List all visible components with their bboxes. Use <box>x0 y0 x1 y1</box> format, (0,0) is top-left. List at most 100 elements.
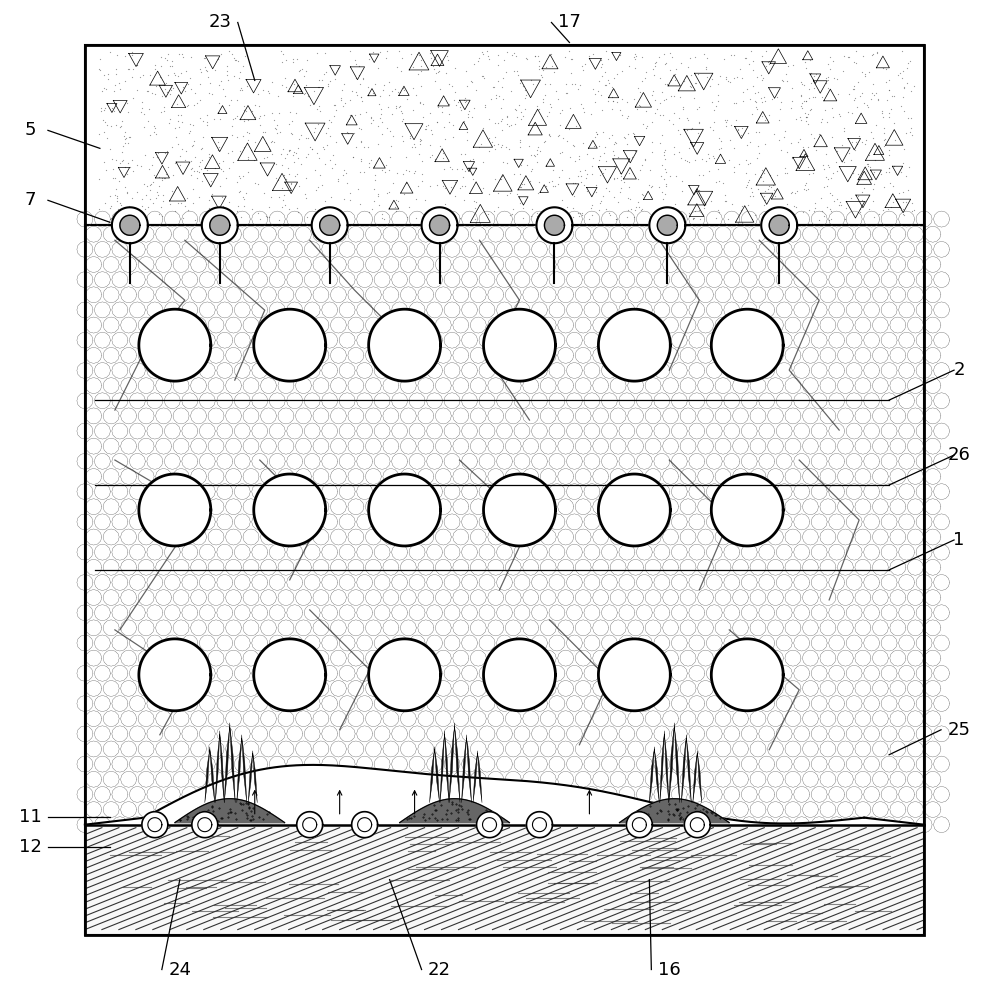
Polygon shape <box>462 735 472 803</box>
Point <box>102 200 118 216</box>
Point <box>404 46 420 62</box>
Point <box>106 103 122 119</box>
Point <box>230 203 246 219</box>
Point <box>819 178 835 194</box>
Point <box>219 67 235 83</box>
Point <box>784 184 800 200</box>
Point <box>800 106 816 122</box>
Point <box>127 201 143 217</box>
Point <box>298 149 314 165</box>
Point <box>555 130 571 146</box>
Point <box>788 183 804 199</box>
Point <box>109 47 125 63</box>
Point <box>277 197 293 213</box>
Point <box>764 205 780 221</box>
Point <box>258 135 274 151</box>
Polygon shape <box>598 309 670 381</box>
Point <box>371 118 387 134</box>
Point <box>121 129 137 145</box>
Point <box>558 85 574 101</box>
Text: 23: 23 <box>208 13 232 31</box>
Point <box>517 101 533 117</box>
Point <box>756 89 772 105</box>
Point <box>184 49 200 65</box>
Point <box>457 92 473 108</box>
Point <box>753 162 769 178</box>
Point <box>713 133 729 149</box>
Point <box>102 141 118 157</box>
Point <box>97 100 113 116</box>
Point <box>725 140 741 156</box>
Point <box>690 125 706 141</box>
Point <box>379 50 395 66</box>
Point <box>119 95 135 111</box>
Point <box>337 76 353 92</box>
Point <box>578 146 594 162</box>
Point <box>878 164 894 180</box>
Point <box>172 148 188 164</box>
Point <box>137 147 153 163</box>
Point <box>364 201 380 217</box>
Point <box>738 165 754 181</box>
Point <box>762 167 778 183</box>
Polygon shape <box>484 474 555 546</box>
Point <box>841 49 857 65</box>
Point <box>597 77 613 93</box>
Point <box>455 161 471 177</box>
Point <box>235 128 251 144</box>
Point <box>320 137 336 153</box>
Point <box>379 185 395 201</box>
Point <box>210 104 226 120</box>
Point <box>160 84 176 100</box>
Polygon shape <box>711 474 783 546</box>
Point <box>327 108 343 124</box>
Point <box>821 212 837 228</box>
Point <box>881 191 897 207</box>
Point <box>857 136 873 152</box>
Point <box>135 100 151 116</box>
Point <box>114 113 130 129</box>
Point <box>572 163 588 179</box>
Point <box>447 60 463 76</box>
Point <box>717 187 733 203</box>
Point <box>813 114 829 130</box>
Point <box>854 85 870 101</box>
Point <box>586 138 602 154</box>
Point <box>105 161 121 177</box>
Point <box>270 172 286 188</box>
Point <box>256 150 272 166</box>
Point <box>701 163 717 179</box>
Point <box>112 81 128 97</box>
Point <box>285 88 301 104</box>
Point <box>112 173 128 189</box>
Point <box>107 77 123 93</box>
Point <box>95 112 111 128</box>
Point <box>535 91 551 107</box>
Point <box>530 174 546 190</box>
Point <box>516 176 532 192</box>
Point <box>342 107 358 123</box>
Point <box>117 135 133 151</box>
Point <box>734 70 750 86</box>
Point <box>222 97 238 113</box>
Point <box>182 70 198 86</box>
Point <box>467 200 483 216</box>
Point <box>418 121 434 137</box>
Point <box>113 118 129 134</box>
Point <box>896 79 912 95</box>
Point <box>854 134 870 150</box>
Point <box>382 74 398 90</box>
Point <box>240 112 256 128</box>
Point <box>201 85 217 101</box>
Point <box>657 56 673 72</box>
Point <box>505 201 521 217</box>
Polygon shape <box>669 723 679 803</box>
Point <box>793 87 809 103</box>
Polygon shape <box>430 215 450 235</box>
Point <box>757 112 773 128</box>
Point <box>436 119 452 135</box>
Point <box>654 184 670 200</box>
Point <box>881 109 897 125</box>
Point <box>187 149 203 165</box>
Point <box>630 80 646 96</box>
